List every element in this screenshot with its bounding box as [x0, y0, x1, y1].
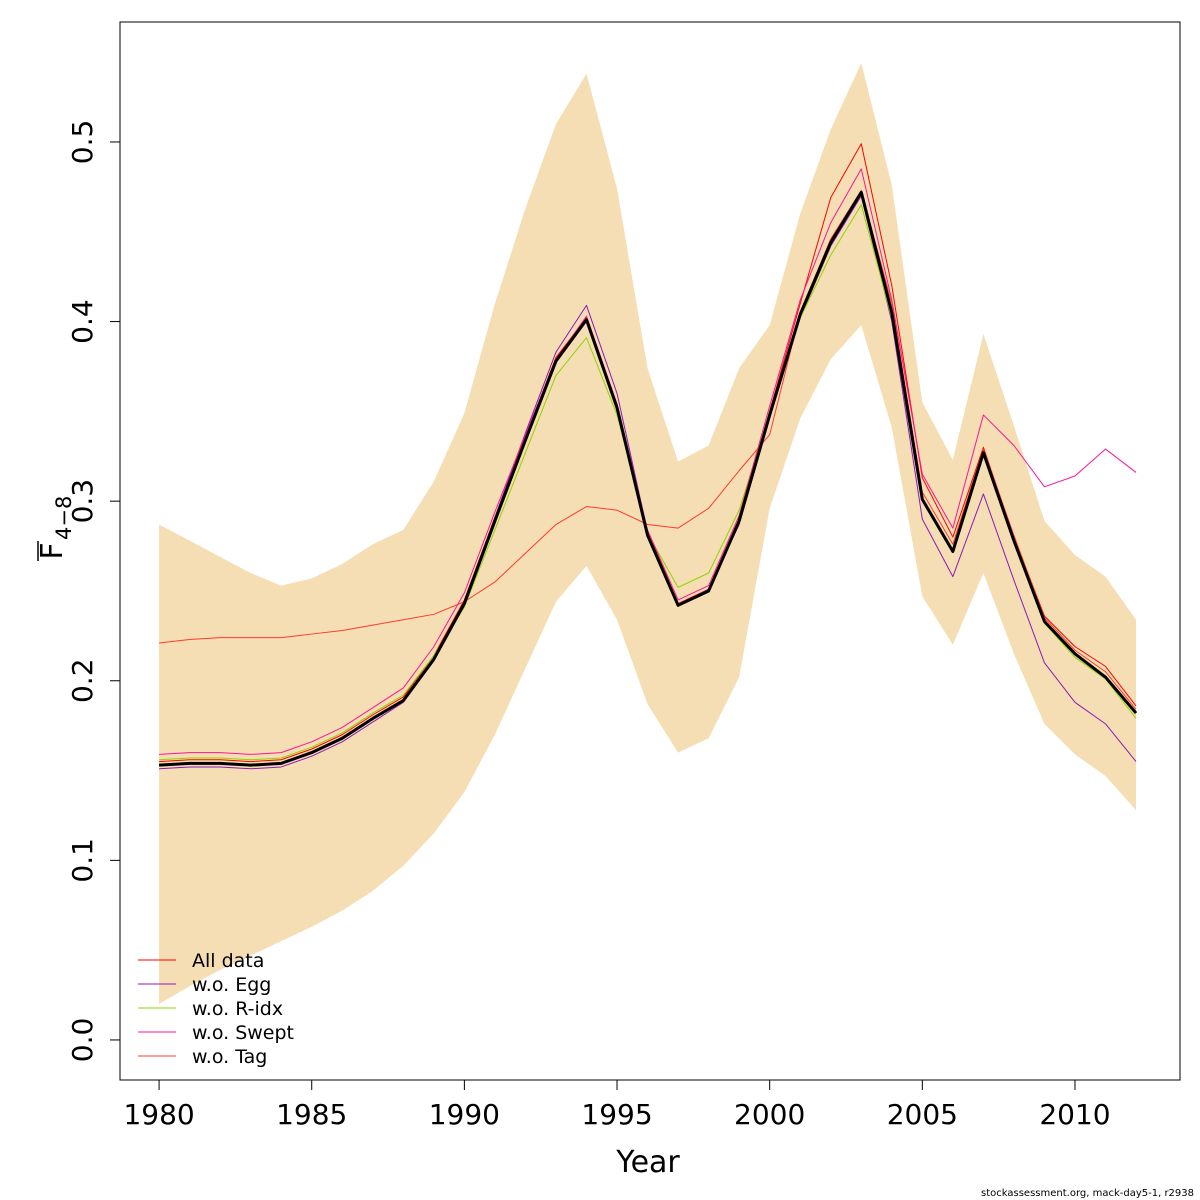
y-tick-label: 0.3	[66, 479, 99, 524]
x-tick-label: 2010	[1039, 1098, 1110, 1131]
legend-label: w.o. R-idx	[192, 998, 283, 1020]
legend-label: All data	[192, 950, 264, 972]
footer: stockassessment.org, mack-day5-1, r2938	[981, 1188, 1194, 1199]
y-tick-label: 0.2	[66, 658, 99, 703]
x-tick-label: 1980	[123, 1098, 194, 1131]
x-tick-label: 1985	[276, 1098, 347, 1131]
series-line	[158, 190, 1138, 767]
x-tick-label: 1995	[581, 1098, 652, 1131]
y-tick-label: 0.4	[66, 299, 99, 344]
legend-label: w.o. Tag	[192, 1046, 267, 1068]
x-tick-label: 1990	[429, 1098, 500, 1131]
y-tick-label: 0.5	[66, 120, 99, 165]
legend-label: w.o. Egg	[192, 974, 271, 996]
x-tick-label: 2000	[734, 1098, 805, 1131]
x-tick-label: 2005	[887, 1098, 958, 1131]
y-tick-label: 0.0	[66, 1018, 99, 1063]
y-axis-symbol: F	[35, 542, 70, 559]
legend-label: w.o. Swept	[192, 1022, 294, 1044]
x-axis-label: Year	[615, 1145, 680, 1180]
y-tick-label: 0.1	[66, 838, 99, 883]
y-axis-subscript: 4−8	[52, 496, 76, 540]
y-axis-label: F 4−8	[35, 496, 76, 561]
